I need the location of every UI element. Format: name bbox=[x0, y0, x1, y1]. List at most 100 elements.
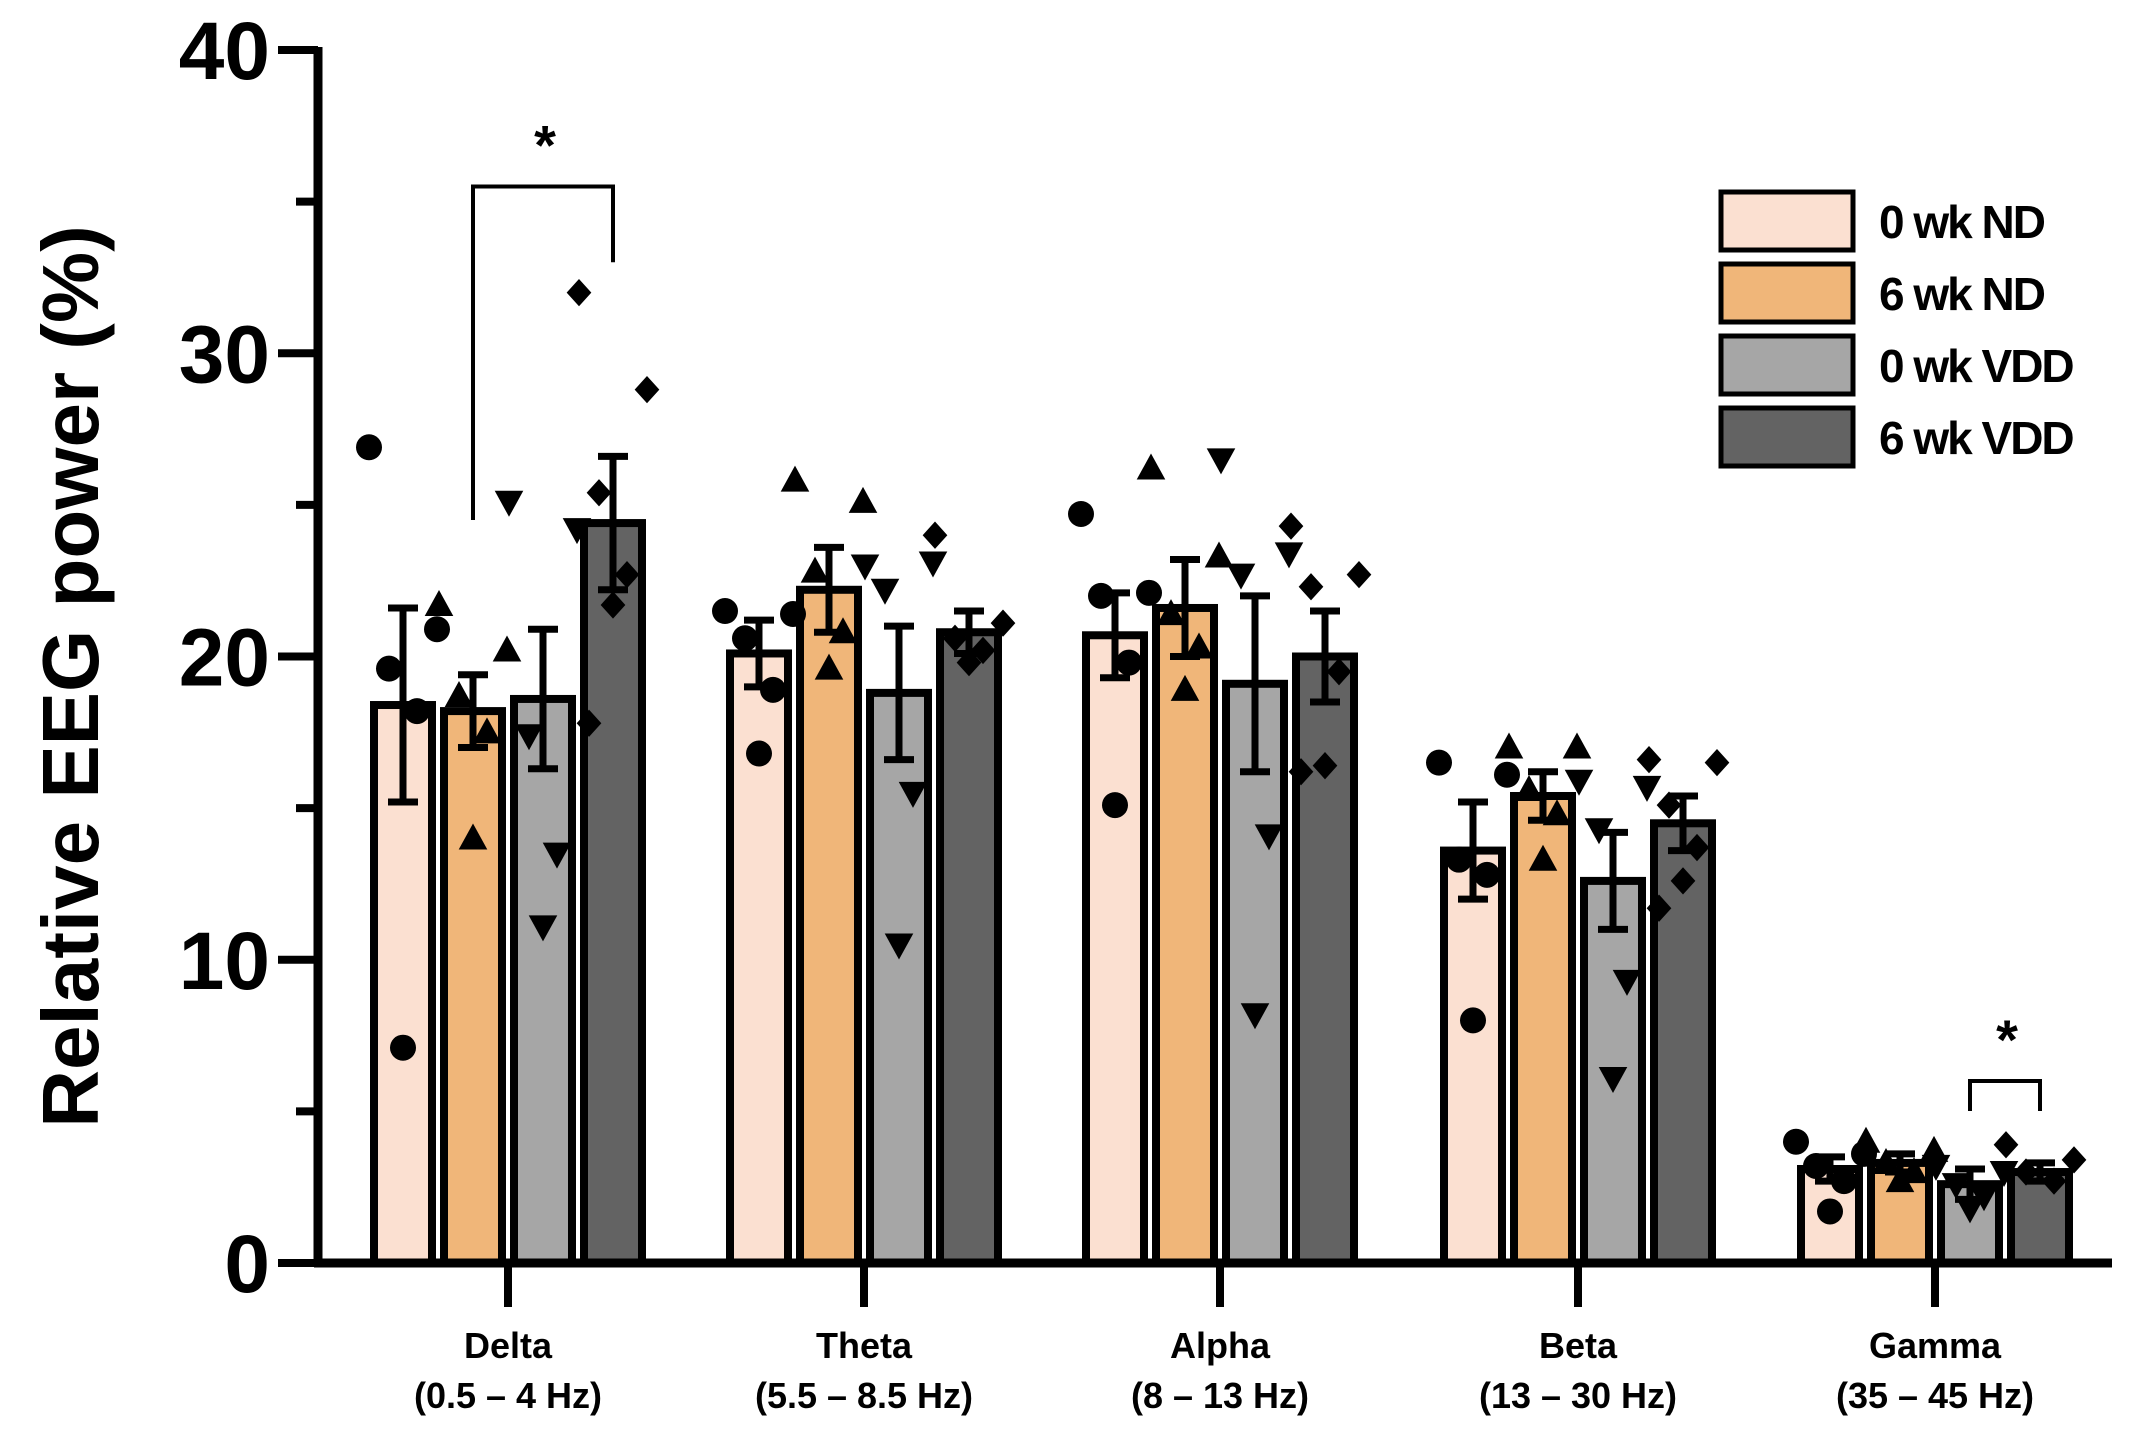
significance-bracket-delta bbox=[471, 184, 615, 521]
bar-theta-series-2 bbox=[866, 688, 932, 1267]
y-tick-label-30: 30 bbox=[179, 309, 270, 400]
data-point-gamma-series-2-1 bbox=[1989, 1160, 2019, 1187]
legend-swatch-series-1 bbox=[1718, 261, 1856, 325]
data-point-beta-series-1-2 bbox=[1514, 774, 1544, 801]
data-point-alpha-series-1-1 bbox=[1204, 541, 1234, 568]
data-point-delta-series-0-4 bbox=[390, 1034, 416, 1061]
data-point-beta-series-2-0 bbox=[1564, 769, 1594, 796]
data-point-delta-series-2-4 bbox=[528, 915, 558, 942]
data-point-alpha-series-3-1 bbox=[1346, 560, 1372, 589]
legend-label-series-3: 6 wk VDD bbox=[1879, 412, 2073, 464]
data-point-theta-series-0-1 bbox=[780, 601, 806, 628]
bar-alpha-series-2 bbox=[1222, 679, 1288, 1267]
data-point-theta-series-2-1 bbox=[918, 551, 948, 578]
bars-layer bbox=[370, 519, 2073, 1268]
bar-alpha-series-1 bbox=[1152, 603, 1218, 1267]
significance-layer: ** bbox=[471, 113, 2042, 1112]
significance-bracket-gamma-label: * bbox=[1996, 1008, 2018, 1071]
x-tick-range-theta: (5.5 – 8.5 Hz) bbox=[755, 1375, 973, 1416]
data-point-delta-series-0-2 bbox=[376, 655, 402, 682]
data-point-delta-series-0-1 bbox=[424, 616, 450, 643]
data-point-alpha-series-0-3 bbox=[1116, 649, 1142, 676]
bar-delta-series-2 bbox=[510, 694, 576, 1267]
data-point-beta-series-0-1 bbox=[1494, 761, 1520, 788]
data-point-beta-series-3-0 bbox=[1636, 745, 1662, 774]
data-point-gamma-series-3-0 bbox=[1993, 1131, 2019, 1159]
y-tick-label-0: 0 bbox=[224, 1219, 270, 1310]
y-tick-label-20: 20 bbox=[179, 613, 270, 704]
data-point-gamma-series-1-2 bbox=[1871, 1147, 1901, 1174]
data-point-delta-series-3-0 bbox=[566, 278, 592, 307]
data-point-alpha-series-2-2 bbox=[1226, 563, 1256, 590]
data-point-beta-series-0-2 bbox=[1446, 846, 1472, 873]
data-point-delta-series-1-0 bbox=[424, 589, 454, 616]
data-point-theta-series-2-3 bbox=[898, 781, 928, 808]
data-point-delta-series-1-4 bbox=[458, 823, 488, 850]
data-point-alpha-series-1-0 bbox=[1136, 453, 1166, 480]
data-point-gamma-series-1-0 bbox=[1851, 1126, 1881, 1153]
data-point-beta-series-3-2 bbox=[1656, 791, 1682, 819]
y-tick-label-10: 10 bbox=[179, 916, 270, 1007]
data-point-theta-series-0-4 bbox=[746, 740, 772, 767]
data-point-delta-series-3-4 bbox=[600, 591, 626, 619]
data-point-theta-series-0-2 bbox=[732, 625, 758, 652]
y-axis-title: Relative EEG power (%) bbox=[26, 225, 115, 1127]
legend-swatch-series-2 bbox=[1718, 333, 1856, 397]
error-bars-layer bbox=[388, 452, 2055, 1203]
data-point-beta-series-3-1 bbox=[1704, 748, 1730, 777]
data-point-alpha-series-2-0 bbox=[1206, 448, 1236, 475]
data-point-beta-series-2-1 bbox=[1632, 775, 1662, 802]
x-tick-range-beta: (13 – 30 Hz) bbox=[1479, 1375, 1677, 1416]
data-point-alpha-series-2-4 bbox=[1240, 1003, 1270, 1030]
data-point-alpha-series-3-3 bbox=[1326, 658, 1352, 686]
data-point-delta-series-3-5 bbox=[576, 709, 602, 737]
bar-delta-series-3 bbox=[580, 519, 646, 1267]
significance-bracket-delta-label: * bbox=[534, 113, 556, 176]
significance-bracket-gamma bbox=[1968, 1079, 2042, 1112]
data-point-alpha-series-0-1 bbox=[1136, 579, 1162, 606]
data-point-delta-series-0-3 bbox=[404, 698, 430, 725]
data-point-delta-series-2-3 bbox=[542, 842, 572, 869]
bar-alpha-series-0 bbox=[1082, 631, 1148, 1267]
data-point-beta-series-2-3 bbox=[1612, 969, 1642, 996]
bar-theta-series-1 bbox=[796, 585, 862, 1267]
data-point-alpha-series-3-2 bbox=[1298, 573, 1324, 601]
data-point-beta-series-1-4 bbox=[1528, 844, 1558, 871]
data-point-beta-series-1-0 bbox=[1494, 732, 1524, 759]
data-point-delta-series-2-2 bbox=[514, 724, 544, 751]
data-point-alpha-series-0-4 bbox=[1102, 792, 1128, 819]
bar-theta-series-3 bbox=[936, 628, 1002, 1267]
data-point-gamma-series-3-1 bbox=[2061, 1146, 2087, 1174]
bar-delta-series-1 bbox=[440, 707, 506, 1267]
data-point-theta-series-2-0 bbox=[850, 554, 880, 581]
data-point-alpha-series-0-0 bbox=[1068, 500, 1094, 527]
bar-beta-series-1 bbox=[1510, 791, 1576, 1267]
data-point-alpha-series-1-2 bbox=[1156, 599, 1186, 626]
data-point-beta-series-0-3 bbox=[1474, 861, 1500, 888]
data-point-gamma-series-3-2 bbox=[2013, 1158, 2039, 1186]
x-tick-label-delta: Delta bbox=[464, 1325, 553, 1366]
data-point-delta-series-3-3 bbox=[614, 560, 640, 589]
x-tick-label-alpha: Alpha bbox=[1170, 1325, 1271, 1366]
x-tick-label-theta: Theta bbox=[816, 1325, 913, 1366]
x-tick-range-delta: (0.5 – 4 Hz) bbox=[414, 1375, 602, 1416]
data-point-theta-series-1-4 bbox=[814, 653, 844, 680]
data-point-gamma-series-2-2 bbox=[1941, 1173, 1971, 1200]
data-point-alpha-series-1-3 bbox=[1184, 632, 1214, 659]
bar-alpha-series-3 bbox=[1292, 652, 1358, 1267]
legend-swatch-series-0 bbox=[1718, 189, 1856, 253]
data-point-delta-series-3-1 bbox=[634, 375, 660, 404]
data-point-beta-series-2-4 bbox=[1598, 1066, 1628, 1093]
data-point-beta-series-0-4 bbox=[1460, 1007, 1486, 1034]
data-point-alpha-series-2-1 bbox=[1274, 542, 1304, 569]
data-point-alpha-series-3-5 bbox=[1288, 758, 1314, 786]
legend-label-series-0: 0 wk ND bbox=[1879, 196, 2045, 248]
data-point-theta-series-1-2 bbox=[800, 556, 830, 583]
x-tick-range-alpha: (8 – 13 Hz) bbox=[1131, 1375, 1309, 1416]
data-point-theta-series-1-1 bbox=[848, 486, 878, 513]
data-point-theta-series-3-1 bbox=[990, 609, 1016, 637]
data-point-delta-series-2-0 bbox=[494, 490, 524, 517]
data-point-gamma-series-0-0 bbox=[1783, 1128, 1809, 1155]
data-point-alpha-series-2-3 bbox=[1254, 824, 1284, 851]
